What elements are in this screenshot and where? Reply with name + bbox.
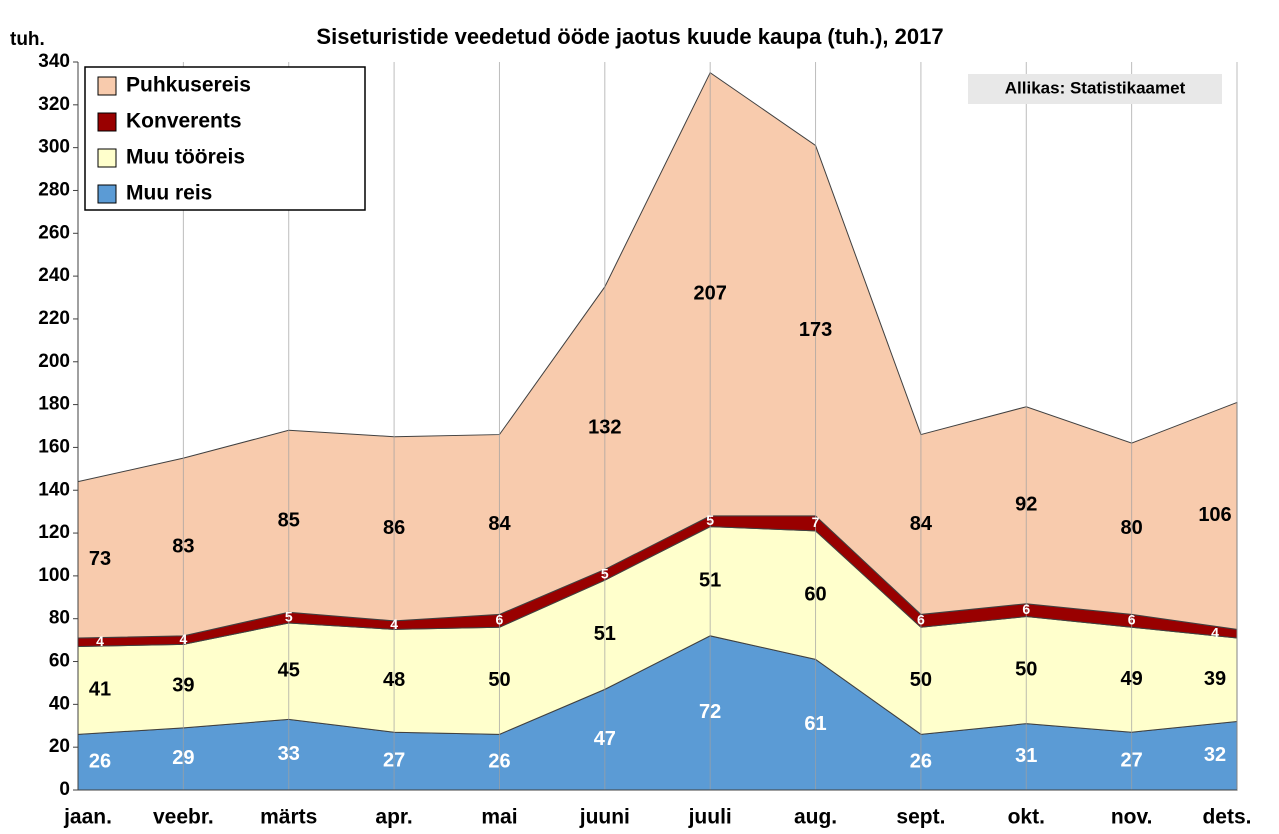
- data-label: 6: [1022, 601, 1030, 617]
- data-label: 72: [699, 701, 721, 723]
- data-label: 106: [1198, 504, 1231, 526]
- y-tick-label: 160: [38, 436, 70, 457]
- data-label: 6: [1128, 612, 1136, 628]
- data-label: 80: [1121, 517, 1143, 539]
- y-tick-label: 60: [49, 651, 70, 672]
- x-tick-label: okt.: [1008, 806, 1045, 829]
- data-label: 41: [89, 679, 111, 701]
- data-label: 4: [390, 616, 398, 632]
- data-label: 32: [1204, 744, 1226, 766]
- data-label: 173: [799, 319, 832, 341]
- x-tick-label: apr.: [375, 806, 412, 829]
- annotation-box: [968, 74, 1222, 104]
- legend: Puhkusereis Konverents Muu tööreis Muu reis: [84, 66, 366, 211]
- data-label: 5: [706, 512, 714, 528]
- legend-swatch: [97, 76, 117, 96]
- data-label: 26: [910, 750, 932, 772]
- y-tick-label: 240: [38, 265, 70, 286]
- data-label: 6: [917, 612, 925, 628]
- x-tick-label: sept.: [896, 806, 945, 829]
- data-label: 51: [699, 570, 721, 592]
- y-tick-label: 300: [38, 137, 70, 158]
- legend-label: Muu tööreis: [126, 146, 245, 169]
- x-tick-label: aug.: [794, 806, 837, 829]
- data-label: 207: [693, 283, 726, 305]
- data-label: 26: [488, 750, 510, 772]
- y-tick-label: 260: [38, 222, 70, 243]
- data-label: 61: [804, 713, 826, 735]
- data-label: 4: [96, 633, 104, 649]
- legend-swatch: [97, 148, 117, 168]
- data-label: 84: [910, 513, 933, 535]
- y-tick-label: 320: [38, 94, 70, 115]
- y-tick-label: 120: [38, 522, 70, 543]
- data-label: 85: [278, 510, 300, 532]
- annotation: Allikas: Statistikaamet: [1005, 78, 1186, 97]
- data-label: 50: [910, 669, 932, 691]
- data-label: 50: [488, 669, 510, 691]
- data-label: 51: [594, 623, 616, 645]
- data-label: 27: [1121, 749, 1143, 771]
- x-tick-label: veebr.: [153, 806, 214, 829]
- data-label: 132: [588, 416, 621, 438]
- legend-label: Muu reis: [126, 182, 212, 205]
- data-label: 5: [601, 566, 609, 582]
- x-tick-label: mai: [481, 806, 517, 829]
- data-label: 45: [278, 659, 300, 681]
- data-label: 4: [179, 631, 187, 647]
- data-label: 50: [1015, 658, 1037, 680]
- data-label: 49: [1121, 668, 1143, 690]
- y-tick-label: 0: [59, 779, 70, 800]
- x-tick-label: juuli: [688, 806, 732, 829]
- data-label: 5: [285, 608, 293, 624]
- data-label: 86: [383, 517, 405, 539]
- y-tick-label: 20: [49, 736, 70, 757]
- data-label: 39: [172, 674, 194, 696]
- data-label: 29: [172, 747, 194, 769]
- data-label: 6: [496, 612, 504, 628]
- y-tick-label: 340: [38, 51, 70, 72]
- y-axis-label: tuh.: [10, 29, 45, 50]
- data-label: 27: [383, 749, 405, 771]
- data-label: 83: [172, 535, 194, 557]
- x-tick-label: juuni: [579, 806, 630, 829]
- y-tick-label: 100: [38, 565, 70, 586]
- legend-label: Puhkusereis: [126, 74, 251, 97]
- data-label: 39: [1204, 668, 1226, 690]
- y-tick-label: 220: [38, 308, 70, 329]
- y-tick-label: 140: [38, 479, 70, 500]
- data-label: 92: [1015, 494, 1037, 516]
- x-tick-label: dets.: [1202, 806, 1251, 829]
- y-tick-label: 280: [38, 179, 70, 200]
- y-tick-label: 80: [49, 608, 70, 629]
- data-label: 33: [278, 743, 300, 765]
- data-label: 60: [804, 583, 826, 605]
- data-label: 7: [812, 514, 820, 530]
- x-tick-label: nov.: [1111, 806, 1153, 829]
- data-label: 84: [488, 513, 511, 535]
- data-label: 26: [89, 750, 111, 772]
- data-label: 4: [1211, 624, 1219, 640]
- x-tick-label: märts: [260, 806, 317, 829]
- legend-swatch: [97, 184, 117, 204]
- y-tick-label: 40: [49, 693, 70, 714]
- data-label: 48: [383, 669, 405, 691]
- data-label: 47: [594, 728, 616, 750]
- data-label: 73: [89, 548, 111, 570]
- legend-swatch: [97, 112, 117, 132]
- legend-box: [84, 66, 366, 211]
- y-tick-label: 180: [38, 394, 70, 415]
- y-tick-label: 200: [38, 351, 70, 372]
- x-tick-label: jaan.: [63, 806, 112, 829]
- legend-label: Konverents: [126, 110, 242, 133]
- data-label: 31: [1015, 745, 1037, 767]
- chart-title: Siseturistide veedetud ööde jaotus kuude…: [316, 24, 943, 49]
